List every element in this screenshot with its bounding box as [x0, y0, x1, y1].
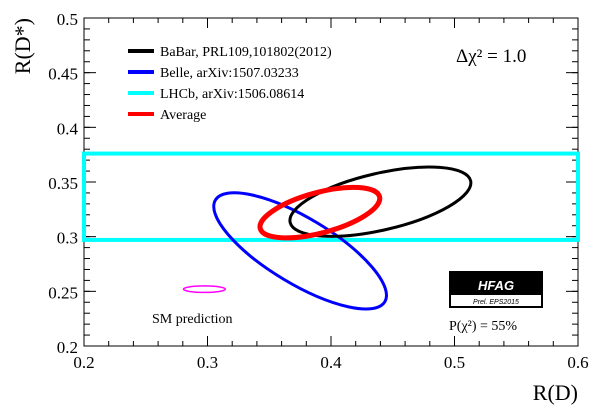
delta-chi2-annotation: Δχ² = 1.0	[456, 46, 526, 67]
y-axis-label: R(D*)	[10, 18, 35, 74]
x-axis-label: R(D)	[533, 380, 578, 405]
x-tick-label: 0.4	[320, 353, 342, 372]
hfag-logo-subbar	[451, 295, 541, 306]
p-chi2-annotation: P(χ²) = 55%	[449, 319, 517, 334]
y-tick-label: 0.3	[57, 229, 78, 248]
sm-prediction-ellipse	[182, 285, 227, 294]
babar-ellipse	[288, 165, 473, 238]
legend: BaBar, PRL109,101802(2012) Belle, arXiv:…	[128, 45, 332, 123]
legend-label-lhcb: LHCb, arXiv:1506.08614	[160, 87, 304, 102]
y-tick-label: 0.4	[57, 119, 79, 138]
y-tick-label: 0.2	[57, 338, 78, 357]
hfag-logo-subtext: Prel. EPS2015	[473, 299, 519, 306]
legend-label-belle: Belle, arXiv:1507.03233	[160, 66, 299, 81]
lhcb-band	[82, 151, 580, 242]
x-tick-label: 0.2	[73, 353, 94, 372]
hfag-logo-text: HFAG	[478, 278, 514, 293]
y-tick-label: 0.35	[48, 174, 78, 193]
sm-prediction-label: SM prediction	[152, 312, 233, 327]
x-tick-label: 0.3	[197, 353, 218, 372]
x-tick-label: 0.5	[444, 353, 465, 372]
legend-label-average: Average	[160, 108, 206, 123]
x-tick-label: 0.6	[567, 353, 588, 372]
belle-ellipse	[212, 191, 388, 311]
hfag-logo: HFAG Prel. EPS2015	[449, 271, 543, 308]
legend-label-babar: BaBar, PRL109,101802(2012)	[160, 45, 332, 60]
average-ellipse	[257, 184, 383, 241]
y-tick-label: 0.25	[48, 283, 78, 302]
y-tick-label: 0.45	[48, 65, 78, 84]
y-tick-label: 0.5	[57, 10, 78, 29]
